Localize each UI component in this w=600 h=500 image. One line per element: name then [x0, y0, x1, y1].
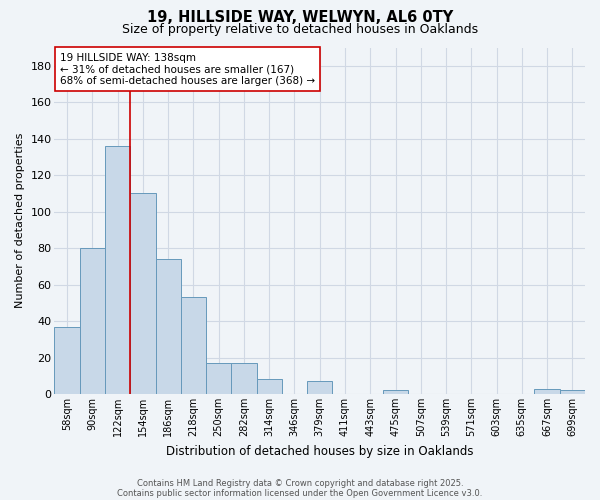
- Bar: [80, 248, 105, 394]
- Bar: [560, 390, 585, 394]
- Bar: [307, 381, 332, 394]
- Bar: [535, 388, 560, 394]
- Text: Contains HM Land Registry data © Crown copyright and database right 2025.: Contains HM Land Registry data © Crown c…: [137, 478, 463, 488]
- Text: 19 HILLSIDE WAY: 138sqm
← 31% of detached houses are smaller (167)
68% of semi-d: 19 HILLSIDE WAY: 138sqm ← 31% of detache…: [60, 52, 315, 86]
- Bar: [105, 146, 130, 394]
- Y-axis label: Number of detached properties: Number of detached properties: [15, 133, 25, 308]
- Bar: [232, 363, 257, 394]
- X-axis label: Distribution of detached houses by size in Oaklands: Distribution of detached houses by size …: [166, 444, 473, 458]
- Text: Size of property relative to detached houses in Oaklands: Size of property relative to detached ho…: [122, 22, 478, 36]
- Bar: [257, 380, 282, 394]
- Bar: [206, 363, 232, 394]
- Bar: [383, 390, 408, 394]
- Bar: [55, 326, 80, 394]
- Bar: [130, 194, 155, 394]
- Text: 19, HILLSIDE WAY, WELWYN, AL6 0TY: 19, HILLSIDE WAY, WELWYN, AL6 0TY: [147, 10, 453, 25]
- Bar: [181, 298, 206, 394]
- Text: Contains public sector information licensed under the Open Government Licence v3: Contains public sector information licen…: [118, 488, 482, 498]
- Bar: [155, 259, 181, 394]
